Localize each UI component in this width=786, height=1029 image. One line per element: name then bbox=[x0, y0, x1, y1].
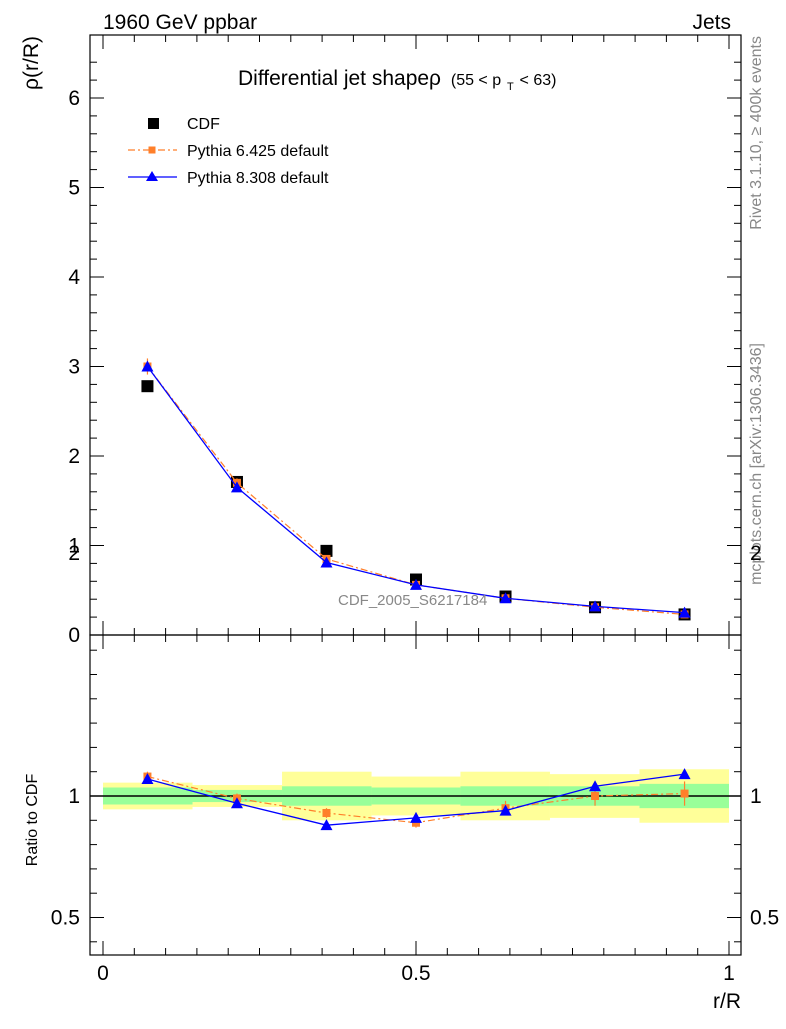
ratio-axis-ticks: 0.5 0.5 1 1 2 2 0 0.5 1 bbox=[51, 542, 779, 985]
ratio-y-tick-label: 0.5 bbox=[51, 907, 80, 930]
pythia8-point bbox=[589, 600, 602, 612]
pythia8-point bbox=[410, 578, 422, 590]
ratio-pythia6-point bbox=[591, 792, 600, 800]
main-y-tick-label: 5 bbox=[68, 177, 80, 200]
process-label: Jets bbox=[692, 11, 731, 34]
ratio-panel: 0.5 0.5 1 1 2 2 0 0.5 1 Ratio to CDF r/R bbox=[24, 542, 779, 1013]
main-title-text: Differential jet shapeρ bbox=[238, 67, 441, 90]
legend-entry-cdf: CDF bbox=[148, 116, 220, 133]
pythia8-point bbox=[230, 481, 243, 493]
main-title-range-end: < 63) bbox=[520, 72, 557, 89]
ratio-pythia8-point bbox=[141, 772, 154, 784]
legend-entry-pythia8: Pythia 8.308 default bbox=[128, 170, 329, 187]
main-y-tick-label: 3 bbox=[68, 356, 80, 379]
ratio-y-tick-label-right: 1 bbox=[750, 785, 762, 808]
main-title-range: (55 < p bbox=[451, 72, 501, 89]
legend: CDF Pythia 6.425 default Pythia 8.308 de… bbox=[128, 116, 329, 187]
ratio-y-tick-label-right: 2 bbox=[750, 542, 762, 565]
legend-pythia8-label: Pythia 8.308 default bbox=[187, 170, 329, 187]
x-tick-label: 0 bbox=[97, 962, 109, 985]
ratio-pythia8-point bbox=[499, 804, 512, 816]
energy-label: 1960 GeV ppbar bbox=[103, 11, 257, 34]
legend-pythia8-marker bbox=[146, 171, 158, 181]
main-y-axis-label: ρ(r/R) bbox=[20, 36, 43, 90]
main-y-tick-label: 0 bbox=[68, 624, 80, 647]
main-y-tick-label: 6 bbox=[68, 87, 80, 110]
x-tick-label: 1 bbox=[723, 962, 735, 985]
legend-pythia6-label: Pythia 6.425 default bbox=[187, 143, 329, 160]
legend-cdf-marker bbox=[148, 118, 159, 129]
cdf-point bbox=[141, 380, 154, 393]
ratio-y-tick-label: 1 bbox=[68, 785, 80, 808]
ratio-y-tick-label-right: 0.5 bbox=[750, 907, 779, 930]
ratio-pythia8-point bbox=[410, 811, 422, 823]
analysis-label: CDF_2005_S6217184 bbox=[338, 592, 487, 609]
legend-cdf-label: CDF bbox=[187, 116, 220, 133]
main-y-tick-label: 2 bbox=[68, 445, 80, 468]
ratio-pythia6-point bbox=[680, 789, 689, 798]
ratio-y-tick-label: 2 bbox=[68, 542, 80, 565]
cdf-point bbox=[320, 544, 333, 557]
mcplots-label: mcplots.cern.ch [arXiv:1306.3436] bbox=[748, 343, 765, 585]
ratio-pythia8-point bbox=[678, 768, 691, 780]
pythia8-point bbox=[141, 360, 154, 372]
ratio-pythia8-point bbox=[589, 780, 602, 792]
rivet-label: Rivet 3.1.10, ≥ 400k events bbox=[748, 36, 765, 230]
ratio-y-axis-label: Ratio to CDF bbox=[24, 774, 41, 867]
main-title: Differential jet shapeρ (55 < p T < 63) bbox=[238, 67, 556, 95]
ratio-pythia6-point bbox=[322, 809, 331, 818]
main-y-tick-label: 4 bbox=[68, 266, 80, 289]
legend-entry-pythia6: Pythia 6.425 default bbox=[128, 143, 329, 160]
ratio-data-layer bbox=[90, 768, 741, 831]
ratio-pythia8-point bbox=[230, 797, 243, 809]
main-y-tick-label: 1 bbox=[68, 535, 80, 558]
main-data-layer bbox=[141, 358, 691, 621]
x-axis-label: r/R bbox=[713, 990, 741, 1013]
x-tick-label: 0.5 bbox=[401, 962, 430, 985]
pythia8-point bbox=[499, 592, 512, 604]
legend-pythia6-marker bbox=[148, 146, 156, 154]
ratio-pythia8-point bbox=[320, 819, 333, 831]
pythia8-point bbox=[320, 556, 333, 568]
pythia8-point bbox=[678, 606, 691, 618]
main-title-subscript: T bbox=[507, 81, 514, 93]
